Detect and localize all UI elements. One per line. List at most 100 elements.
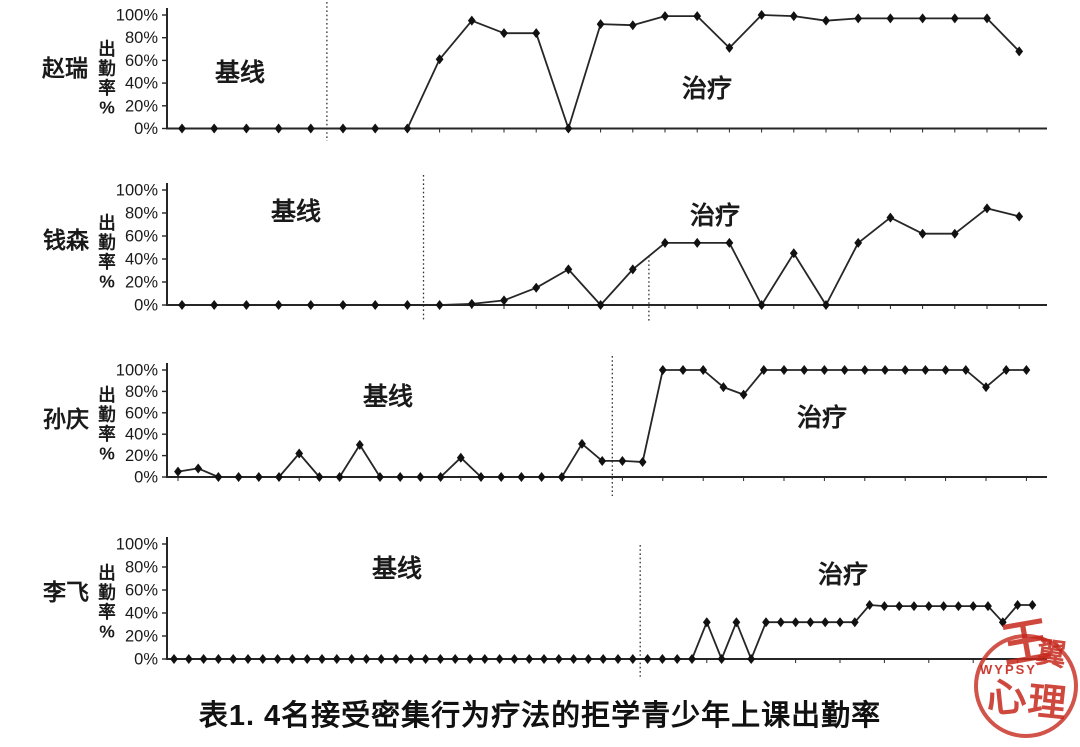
- data-point: [679, 365, 687, 375]
- data-point: [836, 617, 844, 628]
- data-point: [854, 13, 863, 24]
- data-point: [614, 654, 622, 664]
- data-point: [886, 212, 895, 223]
- data-point: [406, 654, 415, 664]
- data-point: [822, 300, 830, 310]
- axes: [166, 363, 1047, 478]
- data-point: [886, 13, 895, 24]
- data-point: [362, 654, 371, 664]
- axes: [166, 8, 1047, 130]
- data-point: [693, 11, 702, 22]
- data-point: [376, 472, 384, 482]
- y-tick-label: 0%: [134, 297, 158, 315]
- data-point: [500, 28, 508, 39]
- data-point: [170, 654, 178, 664]
- data-point: [403, 300, 412, 310]
- data-point: [791, 617, 800, 628]
- data-point: [303, 654, 312, 664]
- data-point: [275, 472, 283, 482]
- data-point: [673, 654, 682, 664]
- data-point: [638, 457, 647, 468]
- data-point: [456, 452, 465, 463]
- data-point: [371, 123, 380, 134]
- data-point: [969, 601, 978, 612]
- data-point: [477, 472, 485, 482]
- data-point: [214, 472, 223, 482]
- data-point: [184, 654, 193, 664]
- data-point: [725, 42, 734, 53]
- data-point: [822, 15, 830, 26]
- treatment-phase-label: 治疗: [690, 201, 740, 230]
- data-point: [643, 654, 652, 664]
- data-point: [901, 365, 910, 375]
- data-point: [421, 654, 430, 664]
- data-point: [739, 389, 748, 400]
- data-point: [416, 472, 425, 482]
- data-point: [661, 11, 669, 22]
- data-point: [347, 654, 356, 664]
- y-tick-label: 20%: [125, 447, 158, 465]
- data-point: [174, 466, 182, 477]
- y-tick-label: 80%: [125, 29, 158, 47]
- data-point: [335, 472, 344, 482]
- y-tick-label: 100%: [116, 182, 159, 200]
- watermark-char: 翼: [1033, 636, 1069, 673]
- data-point: [480, 654, 489, 664]
- data-point: [569, 654, 578, 664]
- treatment-phase-label: 治疗: [818, 560, 868, 589]
- data-point: [984, 601, 992, 612]
- data-point: [371, 300, 380, 310]
- data-point: [702, 617, 711, 628]
- data-point: [628, 20, 637, 31]
- data-point: [525, 654, 534, 664]
- data-point: [199, 654, 208, 664]
- data-point: [1022, 365, 1031, 375]
- data-point: [178, 300, 186, 310]
- data-point: [564, 264, 573, 275]
- y-tick-label: 0%: [134, 120, 158, 138]
- data-point: [821, 617, 830, 628]
- watermark-circle-icon: [974, 634, 1078, 738]
- data-point: [295, 448, 304, 459]
- y-tick-label: 100%: [116, 362, 159, 380]
- data-point: [306, 123, 315, 134]
- baseline-phase-label: 基线: [372, 554, 422, 583]
- y-axis-title: 出勤率%: [98, 213, 116, 291]
- data-point: [921, 365, 930, 375]
- data-point: [895, 601, 904, 612]
- y-axis-title: 出勤率%: [98, 385, 116, 464]
- data-point: [982, 382, 990, 393]
- data-point: [924, 601, 933, 612]
- subject-label: 李飞: [43, 579, 89, 605]
- data-point: [950, 13, 959, 24]
- data-point: [396, 472, 405, 482]
- data-point: [658, 365, 667, 375]
- data-point: [983, 203, 991, 214]
- data-point: [273, 654, 282, 664]
- watermark-char: 理: [1025, 680, 1069, 726]
- y-tick-label: 40%: [125, 75, 158, 93]
- y-tick-label: 20%: [125, 628, 158, 646]
- treatment-phase-label: 治疗: [682, 74, 732, 103]
- data-point: [435, 54, 444, 65]
- data-point: [789, 11, 798, 22]
- baseline-phase-label: 基线: [271, 197, 321, 226]
- data-point: [244, 654, 252, 664]
- data-point: [800, 365, 809, 375]
- y-tick-label: 20%: [125, 97, 158, 115]
- treatment-phase-label: 治疗: [797, 403, 847, 432]
- data-point: [532, 282, 541, 293]
- data-point: [274, 123, 283, 134]
- y-tick-label: 80%: [125, 559, 158, 577]
- data-point: [318, 654, 326, 664]
- data-point: [210, 300, 219, 310]
- data-point: [436, 654, 445, 664]
- y-tick-label: 60%: [125, 582, 158, 600]
- data-point: [806, 617, 815, 628]
- data-point: [939, 601, 948, 612]
- data-point: [747, 654, 756, 664]
- y-tick-label: 40%: [125, 426, 158, 444]
- data-point: [339, 123, 347, 134]
